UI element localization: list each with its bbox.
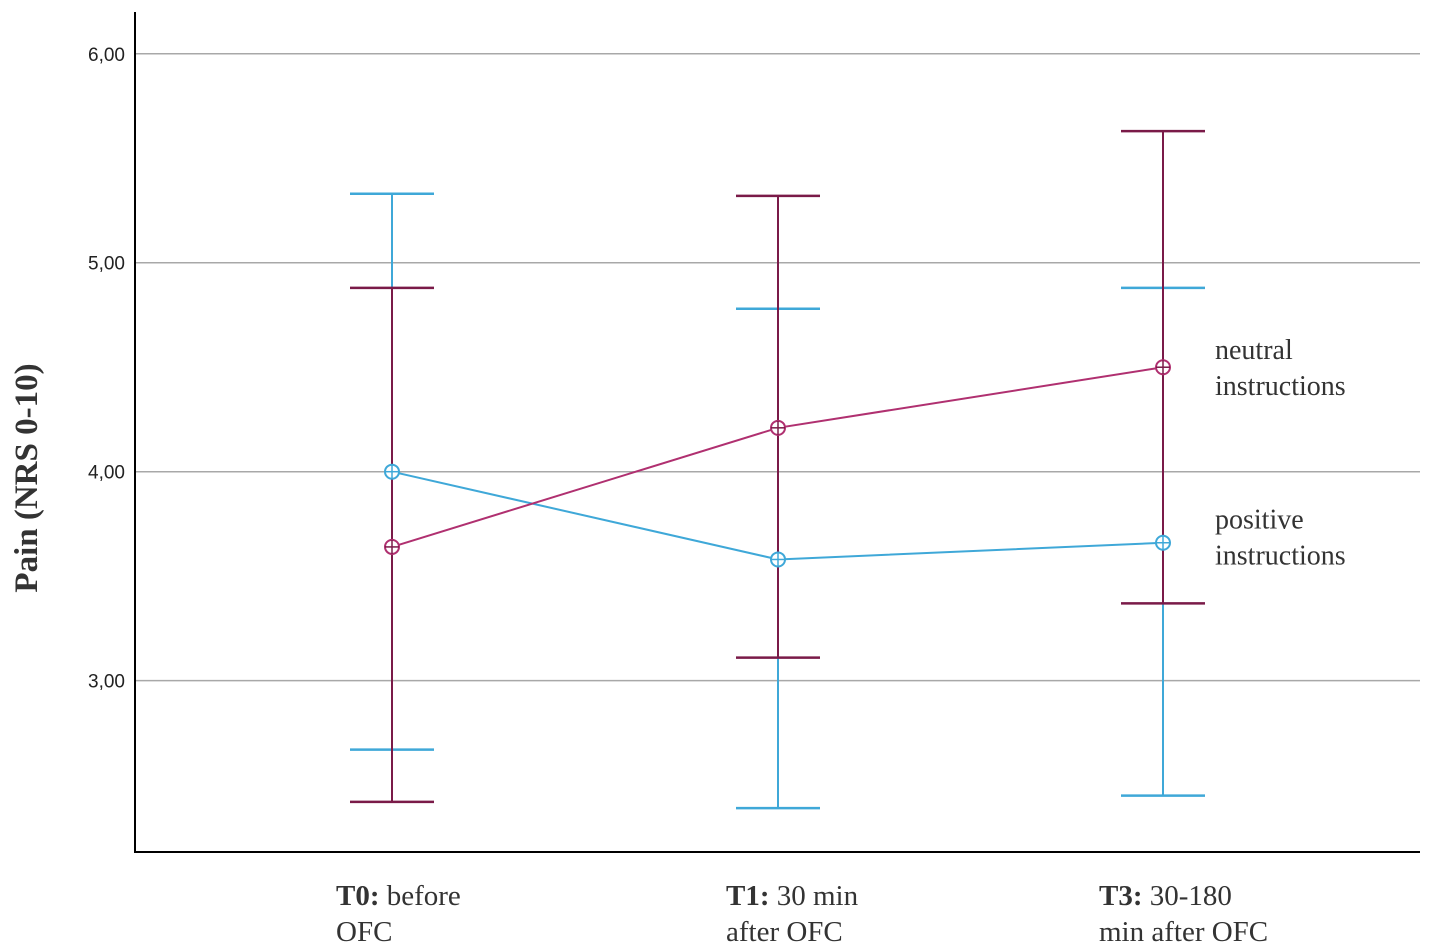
line-chart: 3,00 4,00 5,00 6,00 positive instructions neu…: [0, 0, 1429, 951]
y-tick-label: 6,00: [88, 45, 125, 66]
x-category-label-line2: after OFC: [726, 916, 843, 948]
series-label-line: instructions: [1215, 371, 1346, 402]
x-category-label-line2: min after OFC: [1099, 916, 1268, 948]
x-category-label-line2: OFC: [336, 916, 392, 948]
x-category-rest: before: [380, 880, 461, 912]
x-category-prefix: T3:: [1099, 880, 1143, 912]
y-axis-label: Pain (NRS 0-10): [9, 363, 45, 592]
x-category-label-line1: T3: 30-180: [1099, 880, 1232, 912]
x-category-prefix: T1:: [726, 880, 770, 912]
series-label-line: positive: [1215, 505, 1304, 536]
series-label-line: neutral: [1215, 335, 1293, 366]
x-category-rest: 30 min: [770, 880, 859, 912]
error-bars: [350, 131, 1205, 808]
x-category-rest: 30-180: [1143, 880, 1232, 912]
y-tick-labels: 3,00 4,00 5,00 6,00: [88, 45, 125, 693]
x-category-prefix: T0:: [336, 880, 380, 912]
series-labels: positive instructions neutral instructions: [1215, 335, 1346, 572]
y-tick-label: 3,00: [88, 672, 125, 693]
x-category-label-line1: T0: before: [336, 880, 461, 912]
y-tick-label: 4,00: [88, 463, 125, 484]
y-tick-label: 5,00: [88, 254, 125, 275]
x-category-label-line1: T1: 30 min: [726, 880, 859, 912]
x-category-labels: T0: before OFC T1: 30 min after OFC T3: 30-1…: [336, 880, 1268, 948]
series-label-line: instructions: [1215, 541, 1346, 572]
